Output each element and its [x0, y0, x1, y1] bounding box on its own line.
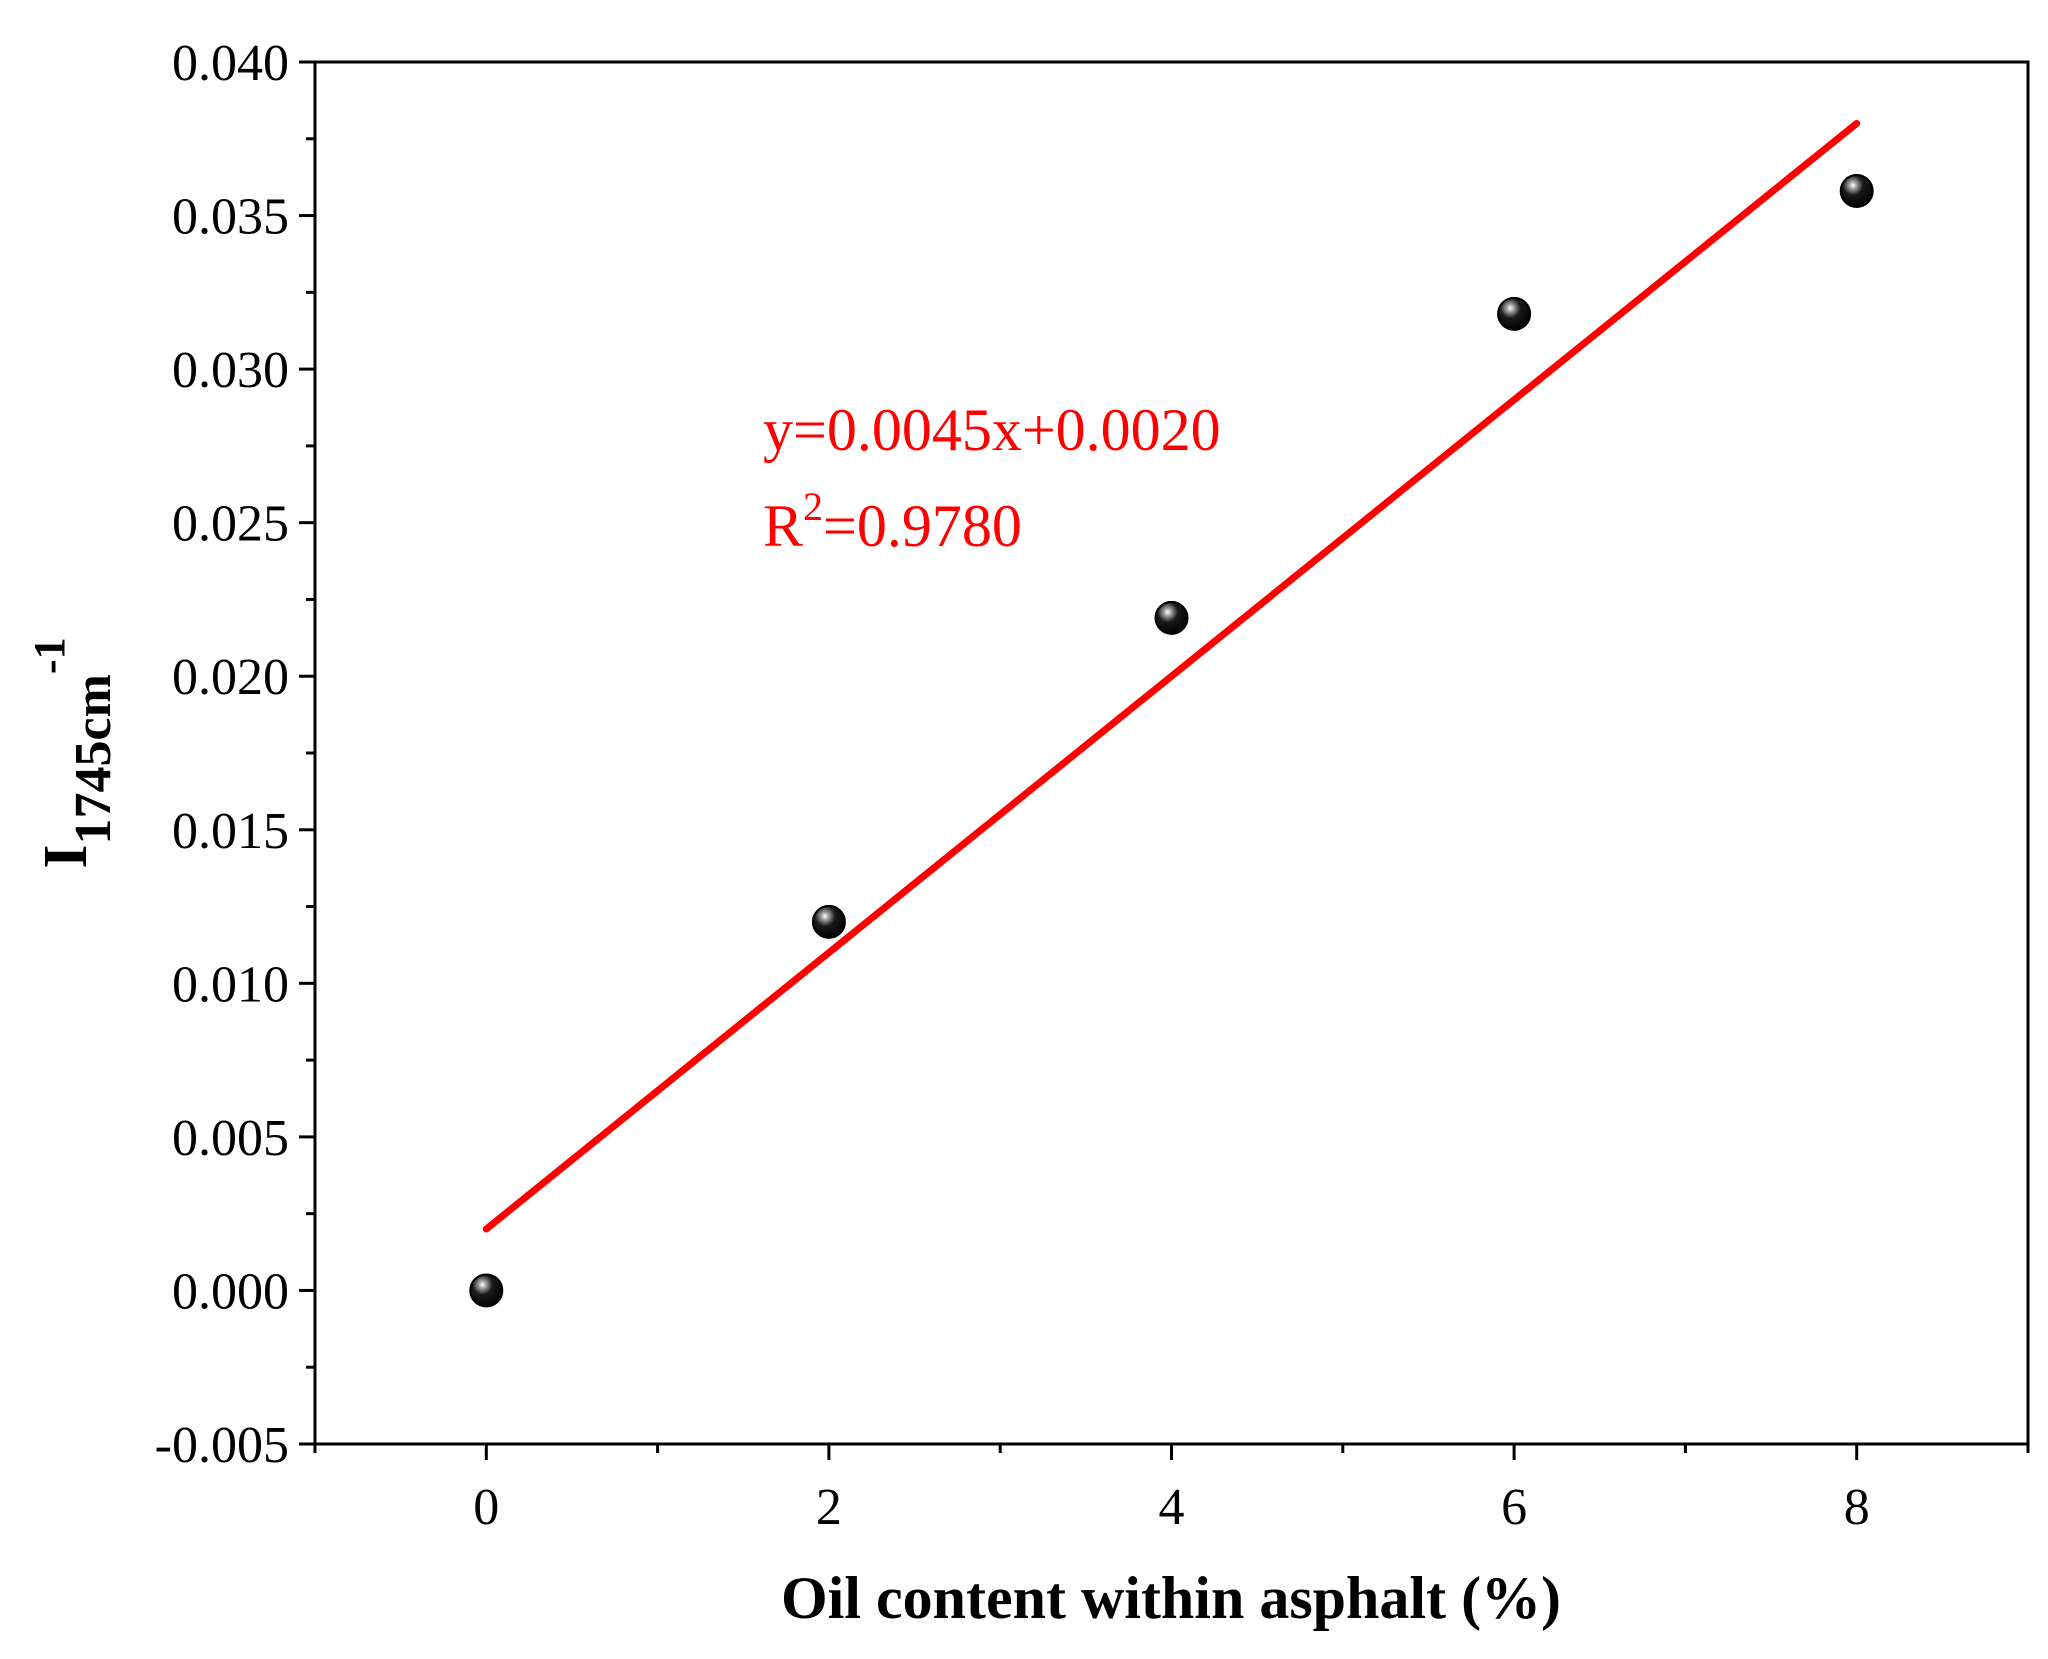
y-axis-title: I1745cm-1	[25, 637, 122, 868]
plot-frame	[313, 60, 2030, 1446]
r2-value: =0.9780	[823, 493, 1022, 559]
y-title-base: I	[32, 844, 100, 868]
y-axis-ticks: -0.005 0.000 0.005 0.010 0.015 0.020 0.025 0.03…	[155, 35, 315, 1474]
data-point	[1154, 600, 1189, 635]
data-point	[811, 904, 846, 939]
y-tick-label: 0.030	[172, 342, 289, 399]
x-axis-title: Oil content within asphalt (%)	[781, 1565, 1561, 1631]
y-tick-label: 0.040	[172, 35, 289, 92]
x-tick-label: 6	[1501, 1479, 1527, 1536]
data-point	[469, 1273, 504, 1308]
y-tick-label: 0.015	[172, 803, 289, 860]
x-axis-ticks: 0 2 4 6 8	[313, 1444, 2030, 1536]
data-point	[1497, 296, 1532, 331]
fit-line-group	[482, 119, 1861, 1233]
data-points	[469, 173, 1874, 1308]
y-tick-label: 0.035	[172, 189, 289, 246]
y-tick-label: 0.010	[172, 956, 289, 1013]
y-tick-label: -0.005	[155, 1417, 289, 1474]
r2-superscript: 2	[803, 484, 823, 529]
y-tick-label: 0.020	[172, 649, 289, 706]
y-title-subscript: 1745cm	[65, 674, 122, 844]
x-tick-label: 2	[816, 1479, 842, 1536]
y-tick-label: 0.025	[172, 496, 289, 553]
fit-r-squared: R2=0.9780	[763, 484, 1022, 559]
r2-prefix: R	[763, 493, 803, 559]
fit-equation: y=0.0045x+0.0020	[763, 397, 1221, 463]
data-point	[1839, 173, 1874, 208]
y-tick-label: 0.005	[172, 1110, 289, 1167]
x-tick-label: 0	[473, 1479, 499, 1536]
y-title-superscript: -1	[25, 637, 74, 674]
x-tick-label: 4	[1159, 1479, 1185, 1536]
x-tick-label: 8	[1844, 1479, 1870, 1536]
fit-line	[482, 119, 1861, 1233]
y-tick-label: 0.000	[172, 1263, 289, 1320]
